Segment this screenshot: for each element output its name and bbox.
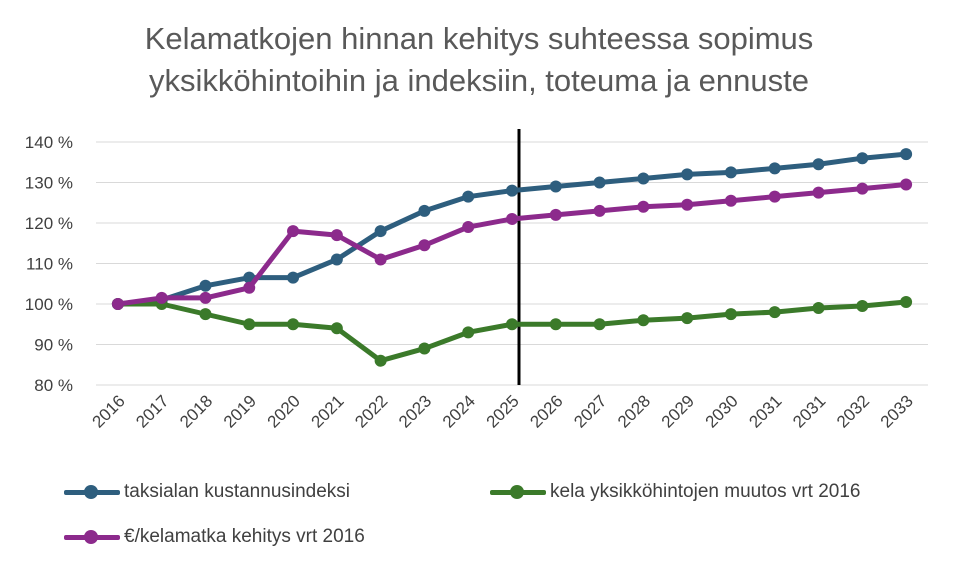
- legend-label-cost-index: taksialan kustannusindeksi: [124, 481, 351, 502]
- legend-item-per-trip: €/kelamatka kehitys vrt 2016: [64, 526, 365, 548]
- series-2-point: [374, 253, 387, 266]
- x-tick-label: 2028: [614, 391, 654, 431]
- x-tick-label: 2030: [702, 391, 742, 431]
- y-tick-label: 90 %: [34, 336, 73, 355]
- series-2-point: [287, 225, 300, 238]
- series-0-point: [900, 148, 913, 161]
- y-tick-label: 120 %: [25, 214, 73, 233]
- series-0-point: [856, 152, 869, 165]
- x-tick-label: 2025: [483, 391, 523, 431]
- series-0-point: [768, 162, 781, 175]
- series-0-point: [418, 204, 431, 217]
- series-0-point: [462, 190, 475, 203]
- chart-title-line-2: yksikköhintoihin ja indeksiin, toteuma j…: [149, 63, 809, 98]
- series-1-point: [681, 312, 694, 325]
- y-tick-label: 110 %: [26, 255, 73, 274]
- series-2-point: [330, 229, 343, 242]
- series-2-point: [243, 281, 256, 294]
- series-2-point: [768, 190, 781, 203]
- series-2-point: [637, 200, 650, 213]
- series-2-point: [681, 198, 694, 211]
- legend-item-kela-unit-price: kela yksikköhintojen muutos vrt 2016: [490, 481, 861, 503]
- y-tick-label: 140 %: [25, 133, 73, 152]
- series-0-point: [637, 172, 650, 185]
- x-tick-label: 2024: [439, 391, 479, 431]
- series-0-point: [812, 158, 825, 171]
- series-2-point: [900, 178, 913, 191]
- y-tick-label: 100 %: [25, 295, 73, 314]
- series-0-point: [549, 180, 562, 193]
- y-tick-label: 80 %: [34, 376, 73, 395]
- series-0-point: [330, 253, 343, 266]
- series-0-point: [374, 225, 387, 238]
- series-2-point: [856, 182, 869, 195]
- series-1-point: [243, 318, 256, 331]
- series-line-2: [115, 182, 909, 307]
- series-1-point: [287, 318, 300, 331]
- legend-item-cost-index: taksialan kustannusindeksi: [64, 481, 350, 503]
- x-tick-label: 2023: [395, 391, 435, 431]
- legend-swatch-cost-index: [64, 485, 120, 499]
- chart-title: Kelamatkojen hinnan kehitys suhteessa so…: [0, 18, 958, 102]
- x-tick-label: 2027: [570, 391, 610, 431]
- series-1-point: [418, 342, 431, 355]
- x-tick-label: 2019: [220, 391, 260, 431]
- legend-label-per-trip: €/kelamatka kehitys vrt 2016: [124, 526, 365, 547]
- x-tick-label: 2020: [264, 391, 304, 431]
- series-1-point: [374, 354, 387, 367]
- series-0-point: [199, 279, 212, 292]
- series-1-point: [506, 318, 518, 331]
- series-1-point: [856, 300, 869, 313]
- series-2-point: [593, 204, 606, 217]
- series-1-point: [900, 295, 913, 308]
- series-0-point: [724, 166, 737, 179]
- legend-swatch-per-trip: [64, 530, 120, 544]
- x-tick-label: 2022: [351, 391, 391, 431]
- series-2-point: [462, 221, 475, 234]
- series-0-point: [681, 168, 694, 181]
- series-line-0: [115, 151, 909, 307]
- series-1-point: [330, 322, 343, 335]
- x-tick-label: 2026: [526, 391, 566, 431]
- x-tick-label: 2033: [877, 391, 917, 431]
- series-0-point: [506, 184, 518, 197]
- series-1-point: [812, 302, 825, 315]
- x-tick-label: 2032: [833, 391, 873, 431]
- series-2-point: [724, 194, 737, 207]
- y-tick-label: 130 %: [25, 174, 73, 193]
- legend-label-kela-unit-price: kela yksikköhintojen muutos vrt 2016: [550, 481, 861, 502]
- series-1-point: [549, 318, 562, 331]
- x-tick-label: 2031: [745, 391, 785, 431]
- x-tick-label: 2021: [307, 391, 347, 431]
- series-1-point: [199, 308, 212, 321]
- series-1-point: [637, 314, 650, 327]
- series-2-point: [812, 186, 825, 199]
- series-2-point: [506, 212, 518, 225]
- legend-swatch-kela-unit-price: [490, 485, 546, 499]
- x-tick-label: 2016: [89, 391, 129, 431]
- series-2-point: [549, 208, 562, 221]
- series-2-point: [155, 291, 168, 304]
- series-1-point: [768, 306, 781, 319]
- series-2-point: [199, 291, 212, 304]
- x-tick-label: 2031: [789, 391, 829, 431]
- series-0-point: [287, 271, 300, 284]
- series-1-point: [593, 318, 606, 331]
- x-tick-label: 2029: [658, 391, 698, 431]
- x-tick-label: 2017: [132, 391, 172, 431]
- series-1-point: [724, 308, 737, 321]
- series-1-point: [462, 326, 475, 339]
- series-2-point: [111, 298, 124, 310]
- series-2-point: [418, 239, 431, 252]
- chart-title-line-1: Kelamatkojen hinnan kehitys suhteessa so…: [144, 21, 814, 56]
- series-line-1: [115, 299, 909, 364]
- x-tick-label: 2018: [176, 391, 216, 431]
- series-0-point: [593, 176, 606, 189]
